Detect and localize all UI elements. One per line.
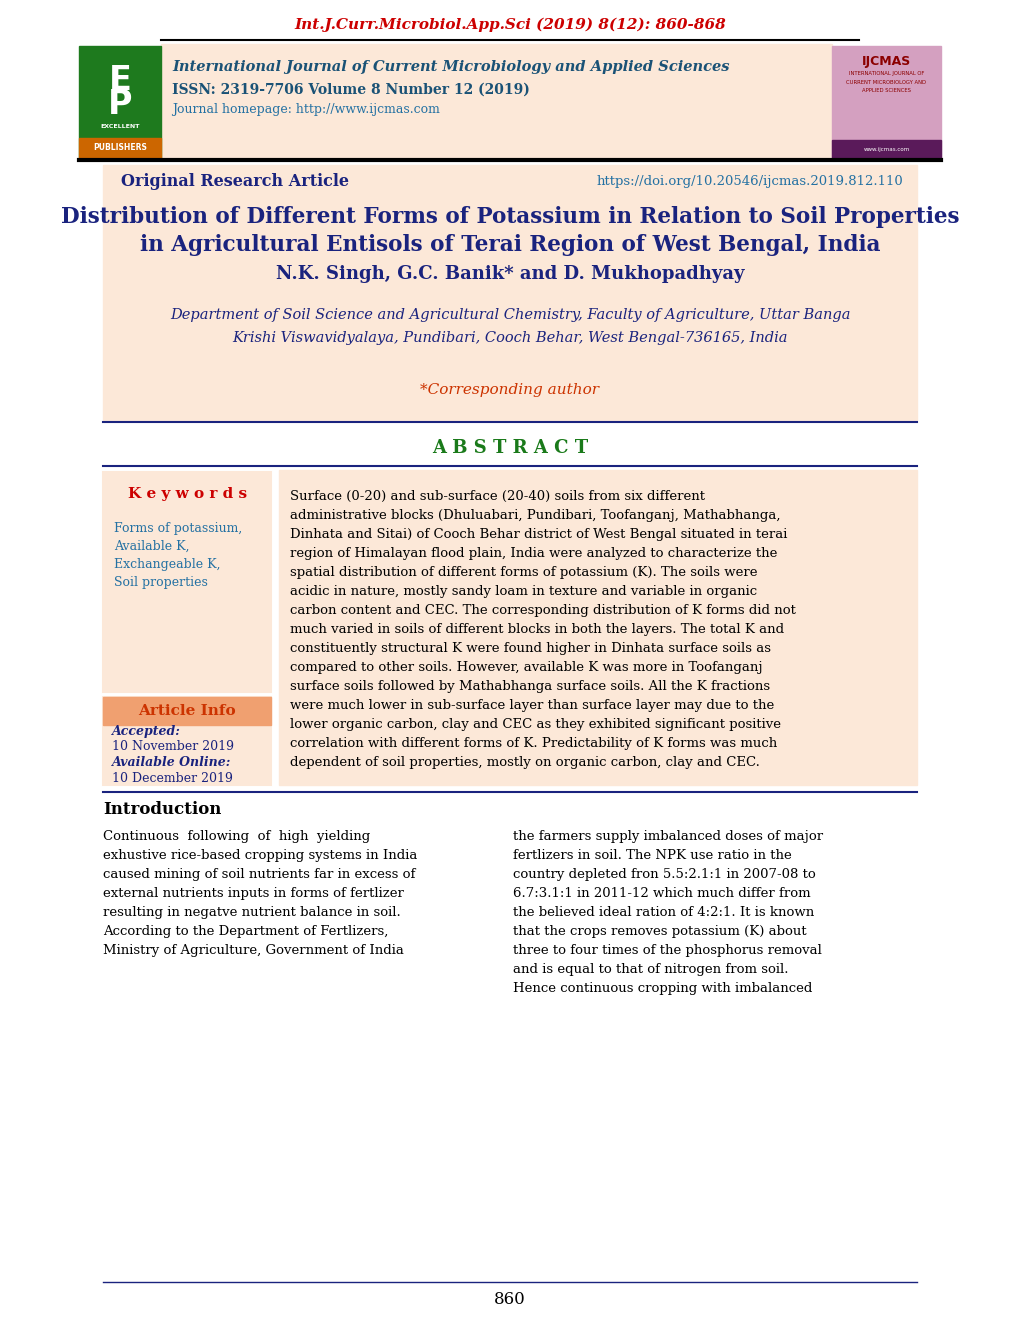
Text: country depleted fron 5.5:2.1:1 in 2007-08 to: country depleted fron 5.5:2.1:1 in 2007-… bbox=[513, 869, 814, 880]
Text: were much lower in sub-surface layer than surface layer may due to the: were much lower in sub-surface layer tha… bbox=[289, 700, 773, 711]
Bar bbox=[54, 0, 965, 160]
Text: IJCMAS: IJCMAS bbox=[861, 55, 910, 69]
Text: Hence continuous cropping with imbalanced: Hence continuous cropping with imbalance… bbox=[513, 982, 811, 995]
Text: PUBLISHERS: PUBLISHERS bbox=[93, 144, 147, 153]
Text: INTERNATIONAL JOURNAL OF: INTERNATIONAL JOURNAL OF bbox=[848, 71, 923, 77]
Text: in Agricultural Entisols of Terai Region of West Bengal, India: in Agricultural Entisols of Terai Region… bbox=[140, 234, 879, 256]
Text: Continuous  following  of  high  yielding: Continuous following of high yielding bbox=[103, 830, 370, 843]
Text: that the crops removes potassium (K) about: that the crops removes potassium (K) abo… bbox=[513, 925, 805, 939]
Text: correlation with different forms of K. Predictability of K forms was much: correlation with different forms of K. P… bbox=[289, 737, 776, 750]
Text: caused mining of soil nutrients far in excess of: caused mining of soil nutrients far in e… bbox=[103, 869, 415, 880]
Bar bbox=[832, 46, 941, 158]
Bar bbox=[103, 473, 271, 692]
Text: much varied in soils of different blocks in both the layers. The total K and: much varied in soils of different blocks… bbox=[289, 623, 784, 636]
Bar bbox=[103, 697, 271, 785]
Text: Article Info: Article Info bbox=[139, 704, 235, 718]
Text: 6.7:3.1:1 in 2011-12 which much differ from: 6.7:3.1:1 in 2011-12 which much differ f… bbox=[513, 887, 809, 900]
Text: K e y w o r d s: K e y w o r d s bbox=[127, 487, 247, 502]
Bar bbox=[279, 470, 916, 785]
Text: external nutrients inputs in forms of fertlizer: external nutrients inputs in forms of fe… bbox=[103, 887, 404, 900]
Text: EXCELLENT: EXCELLENT bbox=[101, 124, 140, 128]
Text: Forms of potassium,: Forms of potassium, bbox=[114, 521, 242, 535]
Text: 10 November 2019: 10 November 2019 bbox=[112, 741, 234, 754]
Text: ISSN: 2319-7706 Volume 8 Number 12 (2019): ISSN: 2319-7706 Volume 8 Number 12 (2019… bbox=[172, 83, 530, 96]
Text: and is equal to that of nitrogen from soil.: and is equal to that of nitrogen from so… bbox=[513, 964, 788, 975]
Text: dependent of soil properties, mostly on organic carbon, clay and CEC.: dependent of soil properties, mostly on … bbox=[289, 756, 759, 770]
Text: three to four times of the phosphorus removal: three to four times of the phosphorus re… bbox=[513, 944, 820, 957]
Text: exhustive rice-based cropping systems in India: exhustive rice-based cropping systems in… bbox=[103, 849, 417, 862]
Text: Original Research Article: Original Research Article bbox=[121, 173, 348, 190]
Bar bbox=[832, 140, 941, 158]
Text: According to the Department of Fertlizers,: According to the Department of Fertlizer… bbox=[103, 925, 388, 939]
Text: *Corresponding author: *Corresponding author bbox=[420, 383, 599, 397]
Text: Ministry of Agriculture, Government of India: Ministry of Agriculture, Government of I… bbox=[103, 944, 404, 957]
Text: Dinhata and Sitai) of Cooch Behar district of West Bengal situated in terai: Dinhata and Sitai) of Cooch Behar distri… bbox=[289, 528, 787, 541]
Text: Available Online:: Available Online: bbox=[112, 756, 231, 770]
Text: Introduction: Introduction bbox=[103, 801, 221, 818]
Text: spatial distribution of different forms of potassium (K). The soils were: spatial distribution of different forms … bbox=[289, 566, 757, 579]
Text: administrative blocks (Dhuluabari, Pundibari, Toofanganj, Mathabhanga,: administrative blocks (Dhuluabari, Pundi… bbox=[289, 510, 780, 521]
Text: Accepted:: Accepted: bbox=[112, 725, 180, 738]
Text: International Journal of Current Microbiology and Applied Sciences: International Journal of Current Microbi… bbox=[172, 59, 729, 74]
Text: the farmers supply imbalanced doses of major: the farmers supply imbalanced doses of m… bbox=[513, 830, 822, 843]
Text: Distribution of Different Forms of Potassium in Relation to Soil Properties: Distribution of Different Forms of Potas… bbox=[61, 206, 958, 228]
Text: Available K,: Available K, bbox=[114, 540, 190, 553]
Text: Soil properties: Soil properties bbox=[114, 576, 208, 589]
Text: Department of Soil Science and Agricultural Chemistry, Faculty of Agriculture, U: Department of Soil Science and Agricultu… bbox=[169, 308, 850, 322]
Text: resulting in negatve nutrient balance in soil.: resulting in negatve nutrient balance in… bbox=[103, 906, 400, 919]
Bar bbox=[103, 165, 916, 420]
Text: carbon content and CEC. The corresponding distribution of K forms did not: carbon content and CEC. The correspondin… bbox=[289, 605, 795, 616]
Text: https://doi.org/10.20546/ijcmas.2019.812.110: https://doi.org/10.20546/ijcmas.2019.812… bbox=[596, 176, 903, 189]
Text: Surface (0-20) and sub-surface (20-40) soils from six different: Surface (0-20) and sub-surface (20-40) s… bbox=[289, 490, 704, 503]
Bar bbox=[161, 44, 832, 158]
Text: E: E bbox=[109, 63, 131, 96]
Text: P: P bbox=[108, 88, 132, 121]
Text: the believed ideal ration of 4:2:1. It is known: the believed ideal ration of 4:2:1. It i… bbox=[513, 906, 813, 919]
Text: CURRENT MICROBIOLOGY AND: CURRENT MICROBIOLOGY AND bbox=[846, 79, 925, 84]
Text: region of Himalayan flood plain, India were analyzed to characterize the: region of Himalayan flood plain, India w… bbox=[289, 546, 776, 560]
Text: constituently structural K were found higher in Dinhata surface soils as: constituently structural K were found hi… bbox=[289, 642, 770, 655]
Text: lower organic carbon, clay and CEC as they exhibited significant positive: lower organic carbon, clay and CEC as th… bbox=[289, 718, 781, 731]
Text: 860: 860 bbox=[493, 1291, 526, 1308]
Text: Journal homepage: http://www.ijcmas.com: Journal homepage: http://www.ijcmas.com bbox=[172, 103, 439, 116]
Text: Exchangeable K,: Exchangeable K, bbox=[114, 558, 220, 572]
Text: 10 December 2019: 10 December 2019 bbox=[112, 771, 232, 784]
Bar bbox=[78, 139, 161, 158]
Text: Krishi Viswavidyalaya, Pundibari, Cooch Behar, West Bengal-736165, India: Krishi Viswavidyalaya, Pundibari, Cooch … bbox=[232, 331, 787, 345]
Text: acidic in nature, mostly sandy loam in texture and variable in organic: acidic in nature, mostly sandy loam in t… bbox=[289, 585, 756, 598]
Bar bbox=[78, 46, 161, 158]
Text: Int.J.Curr.Microbiol.App.Sci (2019) 8(12): 860-868: Int.J.Curr.Microbiol.App.Sci (2019) 8(12… bbox=[293, 17, 726, 32]
Text: surface soils followed by Mathabhanga surface soils. All the K fractions: surface soils followed by Mathabhanga su… bbox=[289, 680, 769, 693]
Text: N.K. Singh, G.C. Banik* and D. Mukhopadhyay: N.K. Singh, G.C. Banik* and D. Mukhopadh… bbox=[275, 265, 744, 282]
Bar bbox=[103, 697, 271, 725]
Text: APPLIED SCIENCES: APPLIED SCIENCES bbox=[861, 87, 910, 92]
Text: A B S T R A C T: A B S T R A C T bbox=[431, 440, 588, 457]
Text: compared to other soils. However, available K was more in Toofanganj: compared to other soils. However, availa… bbox=[289, 661, 762, 675]
Text: www.ijcmas.com: www.ijcmas.com bbox=[862, 147, 909, 152]
Text: fertlizers in soil. The NPK use ratio in the: fertlizers in soil. The NPK use ratio in… bbox=[513, 849, 791, 862]
